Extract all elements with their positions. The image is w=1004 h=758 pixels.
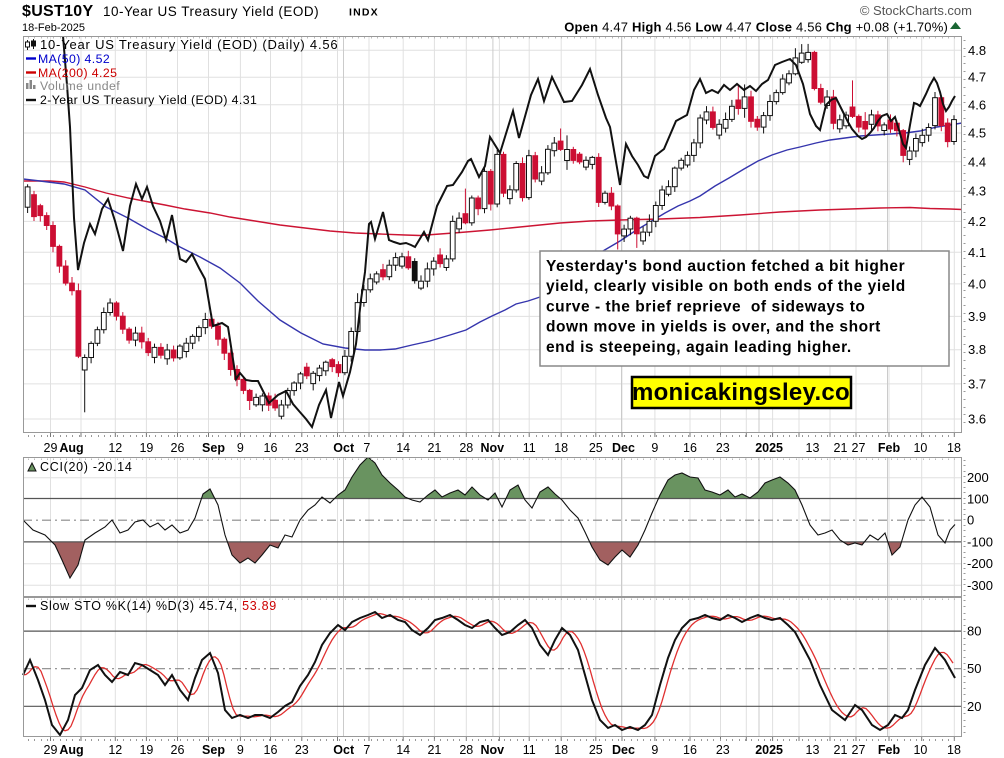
svg-text:down move in yields is over, a: down move in yields is over, and the sho… xyxy=(546,319,881,336)
svg-text:50: 50 xyxy=(967,661,981,676)
svg-text:4.3: 4.3 xyxy=(968,184,986,199)
svg-text:100: 100 xyxy=(967,492,989,507)
svg-text:end is steepeing, again leadin: end is steepeing, again leading higher. xyxy=(546,339,852,356)
svg-text:2025: 2025 xyxy=(755,441,783,455)
svg-text:27: 27 xyxy=(852,743,866,757)
svg-text:9: 9 xyxy=(237,441,244,455)
svg-text:13: 13 xyxy=(806,441,820,455)
svg-text:Aug: Aug xyxy=(59,743,83,757)
svg-text:4.4: 4.4 xyxy=(968,154,986,169)
svg-text:16: 16 xyxy=(264,743,278,757)
svg-text:21: 21 xyxy=(427,441,441,455)
svg-text:3.9: 3.9 xyxy=(968,309,986,324)
svg-text:23: 23 xyxy=(716,441,730,455)
svg-text:4.0: 4.0 xyxy=(968,276,986,291)
svg-text:200: 200 xyxy=(967,470,989,485)
svg-text:-300: -300 xyxy=(967,578,993,593)
svg-text:21: 21 xyxy=(834,743,848,757)
svg-text:9: 9 xyxy=(651,743,658,757)
svg-text:yield, clearly visible on both: yield, clearly visible on both ends of t… xyxy=(546,278,906,295)
svg-text:9: 9 xyxy=(237,743,244,757)
svg-text:Oct: Oct xyxy=(333,743,355,757)
svg-text:curve - the brief reprieve of: curve - the brief reprieve of sideways t… xyxy=(546,298,865,315)
svg-text:Sep: Sep xyxy=(202,441,225,455)
svg-text:4.7: 4.7 xyxy=(968,70,986,85)
svg-text:Slow STO %K(14) %D(3) 45.74, 5: Slow STO %K(14) %D(3) 45.74, 53.89 xyxy=(40,599,277,613)
svg-text:Yesterday's bond auction fetch: Yesterday's bond auction fetched a bit h… xyxy=(546,258,905,275)
svg-text:18-Feb-2025: 18-Feb-2025 xyxy=(22,22,85,34)
svg-text:4.2: 4.2 xyxy=(968,214,986,229)
svg-text:3.8: 3.8 xyxy=(968,342,986,357)
svg-text:9: 9 xyxy=(651,441,658,455)
svg-text:Aug: Aug xyxy=(59,441,83,455)
svg-text:13: 13 xyxy=(806,743,820,757)
svg-text:11: 11 xyxy=(523,743,536,757)
svg-text:10: 10 xyxy=(913,743,927,757)
svg-text:10-Year US Treasury Yield (EOD: 10-Year US Treasury Yield (EOD) (Daily) … xyxy=(40,37,338,52)
svg-text:25: 25 xyxy=(589,743,603,757)
svg-text:23: 23 xyxy=(295,743,309,757)
svg-text:20: 20 xyxy=(967,699,981,714)
svg-text:21: 21 xyxy=(834,441,848,455)
svg-text:4.5: 4.5 xyxy=(968,126,986,141)
svg-text:27: 27 xyxy=(852,441,866,455)
svg-text:16: 16 xyxy=(683,743,697,757)
svg-text:18: 18 xyxy=(947,743,961,757)
svg-text:INDX: INDX xyxy=(349,7,379,19)
svg-text:16: 16 xyxy=(264,441,278,455)
svg-text:7: 7 xyxy=(363,743,370,757)
svg-text:26: 26 xyxy=(171,441,185,455)
svg-text:23: 23 xyxy=(295,441,309,455)
svg-text:23: 23 xyxy=(716,743,730,757)
svg-text:11: 11 xyxy=(523,441,536,455)
svg-text:25: 25 xyxy=(589,441,603,455)
svg-text:12: 12 xyxy=(108,441,122,455)
svg-text:4.8: 4.8 xyxy=(968,43,986,58)
svg-text:14: 14 xyxy=(396,441,410,455)
svg-text:3.7: 3.7 xyxy=(968,376,986,391)
svg-text:CCI(20) -20.14: CCI(20) -20.14 xyxy=(40,460,132,474)
svg-text:Sep: Sep xyxy=(202,743,225,757)
svg-text:monicakingsley.co: monicakingsley.co xyxy=(632,379,850,406)
svg-text:10: 10 xyxy=(913,441,927,455)
svg-text:Nov: Nov xyxy=(480,441,504,455)
svg-text:7: 7 xyxy=(363,441,370,455)
svg-text:Volume undef: Volume undef xyxy=(40,79,120,93)
svg-text:21: 21 xyxy=(427,743,441,757)
svg-text:4.6: 4.6 xyxy=(968,97,986,112)
svg-text:MA(50) 4.52: MA(50) 4.52 xyxy=(38,52,110,66)
svg-text:MA(200) 4.25: MA(200) 4.25 xyxy=(38,66,117,80)
svg-text:Open 4.47 High 4.56 Low 4.47: Open 4.47 High 4.56 Low 4.47 Close 4.56 … xyxy=(564,20,948,35)
svg-text:Oct: Oct xyxy=(333,441,355,455)
svg-text:12: 12 xyxy=(108,743,122,757)
svg-text:28: 28 xyxy=(459,441,473,455)
svg-text:2025: 2025 xyxy=(755,743,783,757)
svg-text:26: 26 xyxy=(171,743,185,757)
svg-text:19: 19 xyxy=(139,743,153,757)
svg-text:18: 18 xyxy=(554,441,568,455)
svg-text:-100: -100 xyxy=(967,534,993,549)
svg-text:$UST10Y: $UST10Y xyxy=(22,3,93,20)
svg-text:Dec: Dec xyxy=(612,441,635,455)
svg-text:18: 18 xyxy=(554,743,568,757)
svg-text:Nov: Nov xyxy=(480,743,504,757)
svg-text:-200: -200 xyxy=(967,556,993,571)
svg-text:80: 80 xyxy=(967,624,981,639)
svg-text:18: 18 xyxy=(947,441,961,455)
svg-text:10-Year US Treasury Yield (EOD: 10-Year US Treasury Yield (EOD) xyxy=(103,4,319,19)
svg-text:4.1: 4.1 xyxy=(968,245,986,260)
svg-text:Feb: Feb xyxy=(878,743,901,757)
svg-text:29: 29 xyxy=(44,441,58,455)
svg-text:16: 16 xyxy=(683,441,697,455)
svg-text:Feb: Feb xyxy=(878,441,901,455)
svg-text:© StockCharts.com: © StockCharts.com xyxy=(860,3,972,18)
svg-text:2-Year US Treasury Yield (EOD): 2-Year US Treasury Yield (EOD) 4.31 xyxy=(40,93,257,107)
svg-text:19: 19 xyxy=(139,441,153,455)
svg-text:28: 28 xyxy=(459,743,473,757)
svg-text:Dec: Dec xyxy=(612,743,635,757)
svg-text:14: 14 xyxy=(396,743,410,757)
svg-text:0: 0 xyxy=(967,513,974,528)
svg-text:3.6: 3.6 xyxy=(968,412,986,427)
svg-text:29: 29 xyxy=(44,743,58,757)
